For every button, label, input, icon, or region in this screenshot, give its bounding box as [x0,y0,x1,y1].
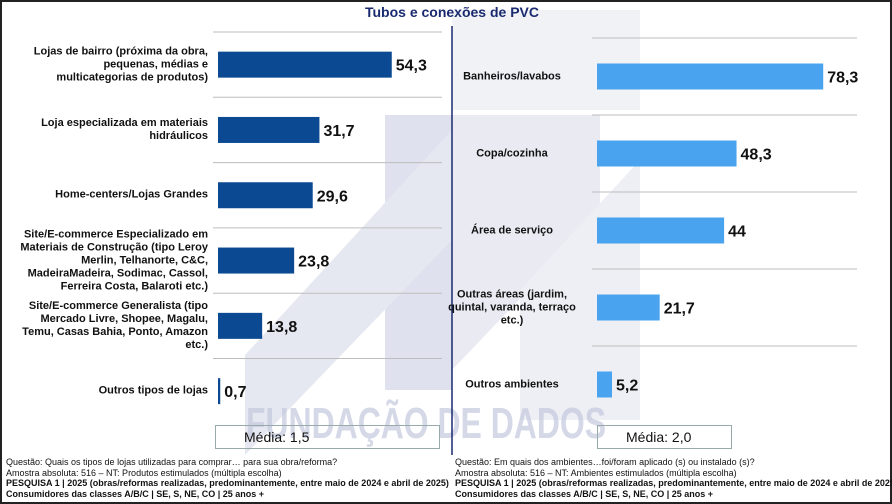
category-label: Outros ambientes [465,378,559,390]
category-label: Site/E-commerce Especializado em Materia… [20,228,208,293]
value-label: 5,2 [616,378,638,395]
value-label: 31,7 [323,123,354,140]
footnote: PESQUISA 1 | 2025 (obras/reformas realiz… [6,478,449,488]
watermark: FUNDAÇÃO DE DADOS [246,398,606,448]
value-label: 44 [728,224,746,241]
footnote: Amostra absoluta: 516 – NT: Ambientes es… [455,467,737,478]
bar [597,294,660,321]
value-label: 23,8 [298,254,329,271]
bar [218,312,263,339]
bar [218,51,392,78]
value-label: 54,3 [396,58,427,75]
category-label: Outros tipos de lojas [98,384,208,397]
footnote: PESQUISA 1 | 2025 (obras/reformas realiz… [455,478,892,488]
value-label: 29,6 [317,188,348,205]
bar [597,63,824,90]
bar [597,217,725,244]
category-label: Banheiros/lavabos [463,70,561,82]
average-box: Média: 2,0 [597,425,732,449]
category-label: Copa/cozinha [476,147,548,159]
bar [218,378,221,405]
value-label: 78,3 [827,70,858,87]
value-label: 0,7 [224,384,246,401]
footnote: Amostra absoluta: 516 – NT: Produtos est… [6,467,282,478]
value-label: 48,3 [741,147,772,164]
footnote: Questão: Em quais dos ambientes…foi/fora… [455,457,755,467]
category-label: Área de serviço [471,224,553,236]
value-label: 21,7 [664,301,695,318]
average-box: Média: 1,5 [215,425,440,449]
category-label: Site/E-commerce Generalista (tipo Mercad… [22,299,208,351]
bg-shape [452,115,600,370]
bar [218,182,313,209]
category-label: Loja especializada em materiais hidráuli… [41,116,208,142]
bar [218,247,295,274]
category-label: Lojas de bairro (próxima da obra, pequen… [33,45,208,84]
footnote: Questão: Quais os tipos de lojas utiliza… [6,457,338,467]
bar [597,140,737,167]
bg-shape [245,130,452,455]
category-label: Outras áreas (jardim, quintal, varanda, … [448,288,576,326]
bar [218,116,320,143]
footnote: Consumidores das classes A/B/C | SE, S, … [455,488,714,499]
bar [597,371,613,398]
bg-shape [452,10,640,110]
value-label: 13,8 [266,319,297,336]
chart-title: Tubos e conexões de PVC [365,4,539,20]
category-label: Home-centers/Lojas Grandes [55,188,208,201]
footnote: Consumidores das classes A/B/C | SE, S, … [6,488,265,499]
